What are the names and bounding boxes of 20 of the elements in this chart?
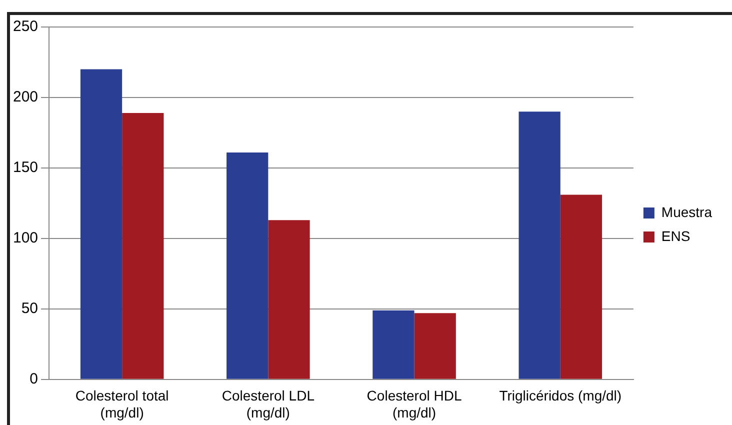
- x-tick-label: Triglicéridos (mg/dl): [499, 388, 622, 404]
- bar: [80, 69, 122, 379]
- x-tick-label: Colesterol HDL (mg/dl): [366, 388, 462, 420]
- y-tick-label: 150: [12, 159, 38, 176]
- bar: [518, 112, 560, 379]
- bar: [372, 310, 414, 379]
- y-tick-label: 100: [12, 230, 38, 247]
- bar: [414, 313, 456, 379]
- legend-label: ENS: [661, 228, 690, 244]
- legend-label: Muestra: [661, 204, 712, 220]
- bar: [122, 112, 164, 379]
- bar: [560, 194, 602, 379]
- x-tick-label: Colesterol LDL (mg/dl): [222, 388, 315, 420]
- bar: [268, 220, 310, 379]
- y-tick-label: 50: [21, 300, 38, 318]
- y-tick-label: 250: [12, 18, 38, 36]
- y-tick-label: 200: [12, 88, 38, 106]
- bar: [226, 152, 268, 379]
- x-tick-label: Colesterol total (mg/dl): [75, 388, 169, 420]
- y-tick-label: 0: [30, 370, 38, 388]
